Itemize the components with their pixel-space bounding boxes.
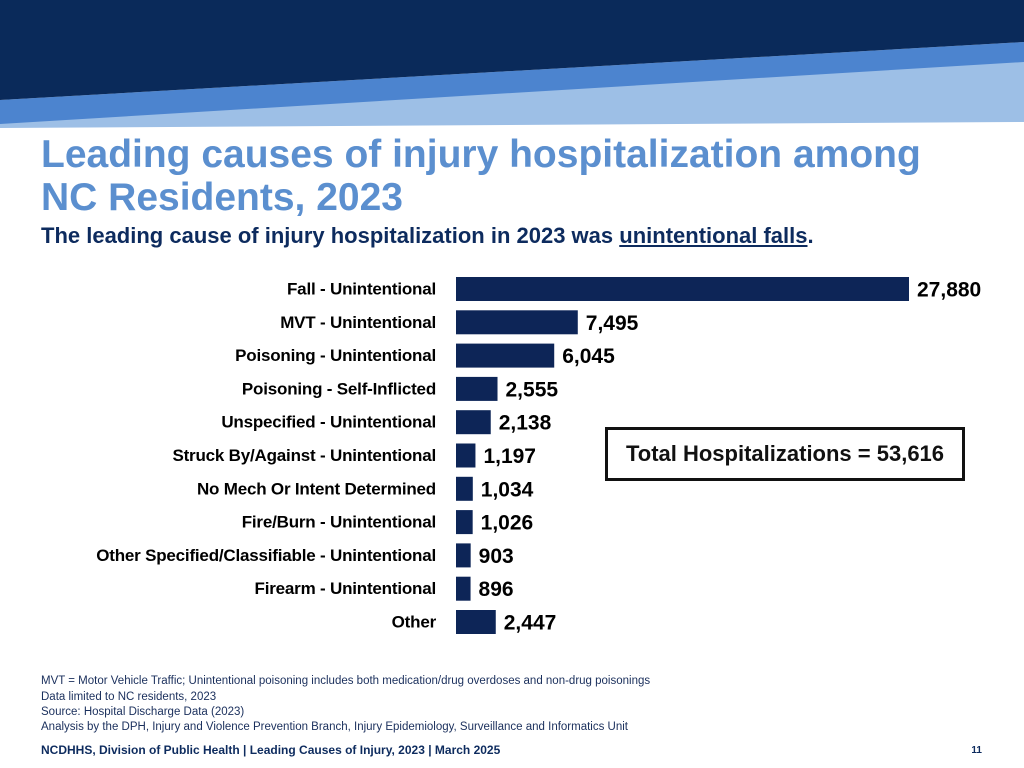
category-label: Fall - Unintentional <box>287 280 436 299</box>
bar <box>456 510 473 535</box>
category-label: Poisoning - Unintentional <box>235 346 436 365</box>
value-label: 896 <box>479 578 514 601</box>
value-label: 27,880 <box>917 279 981 302</box>
value-label: 1,026 <box>481 512 534 535</box>
page-subtitle: The leading cause of injury hospitalizat… <box>41 222 1001 250</box>
banner-mid-stripe <box>0 42 1024 124</box>
subtitle-text: The leading cause of injury hospitalizat… <box>41 223 620 248</box>
page-title-line-1: Leading causes of injury hospitalization… <box>41 133 921 176</box>
bar <box>456 543 471 568</box>
footnote-line: Data limited to NC residents, 2023 <box>41 691 217 703</box>
category-label: Poisoning - Self-Inflicted <box>242 379 436 398</box>
bar <box>456 343 555 368</box>
value-label: 2,555 <box>506 378 559 401</box>
value-label: 2,138 <box>499 412 552 435</box>
value-label: 6,045 <box>562 345 615 368</box>
bar <box>456 277 909 301</box>
category-label: Unspecified - Unintentional <box>221 413 436 432</box>
value-label: 7,495 <box>586 312 639 335</box>
banner-dark-band <box>0 0 1024 100</box>
bar <box>456 376 498 401</box>
value-label: 1,034 <box>481 478 534 501</box>
category-label: Other Specified/Classifiable - Unintenti… <box>96 546 436 565</box>
value-label: 903 <box>479 545 514 568</box>
total-hospitalizations-box: Total Hospitalizations = 53,616 <box>605 427 965 481</box>
injury-bar-chart: Fall - Unintentional 27,880 MVT - Unintent… <box>96 277 981 635</box>
bar <box>456 443 476 468</box>
bar <box>456 476 473 501</box>
bar <box>456 610 496 634</box>
bar <box>456 310 578 335</box>
category-label: MVT - Unintentional <box>280 313 436 332</box>
category-label: Struck By/Against - Unintentional <box>172 446 436 465</box>
page-number: 11 <box>971 745 982 756</box>
category-label: Firearm - Unintentional <box>255 579 436 598</box>
value-label: 2,447 <box>504 612 557 635</box>
page-title-line-2: NC Residents, 2023 <box>41 176 403 219</box>
footnote-line: MVT = Motor Vehicle Traffic; Unintention… <box>41 675 651 687</box>
subtitle-emphasis: unintentional falls <box>619 223 808 248</box>
footer-text: NCDHHS, Division of Public Health | Lead… <box>41 743 501 757</box>
subtitle-period: . <box>807 223 814 248</box>
category-label: No Mech Or Intent Determined <box>197 479 436 498</box>
category-label: Other <box>392 613 437 632</box>
header-banner <box>0 0 1024 128</box>
footnote-line: Analysis by the DPH, Injury and Violence… <box>41 721 629 733</box>
bar <box>456 410 491 435</box>
footnote-line: Source: Hospital Discharge Data (2023) <box>41 706 245 718</box>
total-hospitalizations-text: Total Hospitalizations = 53,616 <box>625 441 945 466</box>
value-label: 1,197 <box>483 445 536 468</box>
bar <box>456 576 471 601</box>
category-label: Fire/Burn - Unintentional <box>242 513 436 532</box>
